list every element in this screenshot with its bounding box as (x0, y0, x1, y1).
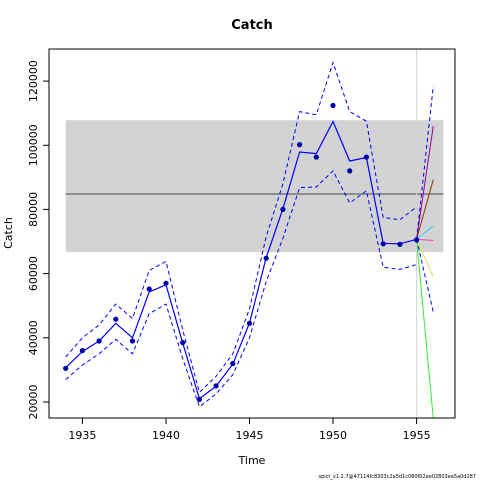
observed-point (213, 383, 219, 389)
forecast-ci-lower-line (416, 239, 434, 313)
x-tick-label: 1940 (152, 429, 180, 442)
observed-point (196, 396, 202, 402)
x-axis-label: Time (238, 454, 266, 467)
estimate-line (65, 120, 417, 400)
forecast-scenarios (416, 125, 434, 418)
y-tick-label: 120000 (27, 60, 40, 102)
observed-point (414, 237, 420, 243)
ci-upper-line (65, 60, 417, 394)
observed-point (113, 316, 119, 322)
observed-point (297, 142, 303, 148)
chart-title: Catch (231, 18, 273, 33)
forecast-scenario-line-5 (416, 239, 434, 278)
observed-point (347, 168, 353, 174)
observed-point (363, 154, 369, 160)
forecast-scenario-line-4 (416, 238, 434, 242)
forecast-ci-upper-line (416, 85, 434, 240)
y-tick-label: 100000 (27, 124, 40, 166)
forecast-scenario-line-2 (416, 179, 434, 240)
observed-point (330, 102, 336, 109)
observed-point (313, 154, 319, 160)
observed-point (246, 320, 253, 326)
observed-point (280, 206, 286, 212)
ci-lower-line (65, 170, 417, 408)
observed-point (79, 348, 85, 354)
forecast-scenario-line-3 (416, 225, 434, 240)
observed-point (163, 280, 169, 286)
msy-band (65, 120, 444, 253)
observed-point (180, 340, 186, 346)
y-tick-label: 60000 (27, 256, 40, 291)
x-tick-label: 1945 (236, 429, 264, 442)
forecast-scenario-line-1 (416, 125, 434, 240)
observed-point (397, 241, 403, 247)
observed-point (380, 241, 386, 247)
x-tick-label: 1955 (403, 429, 431, 442)
x-tick-label: 1935 (68, 429, 96, 442)
observed-point (63, 365, 69, 371)
observed-point (146, 286, 152, 292)
observed-point (129, 338, 136, 344)
observed-point (96, 338, 102, 344)
observed-point (230, 360, 236, 367)
y-tick-label: 80000 (27, 192, 40, 227)
y-axis-label: Catch (2, 217, 15, 249)
version-footnote: spict_v1.2.7@47114fc8303c2a5d1c080f02ee0… (319, 474, 477, 480)
plot-area: 1935 1940 1945 1950 1955 20000 40000 60000 80000… (27, 48, 456, 442)
plot-frame (48, 48, 456, 419)
forecast-scenario-line-6 (416, 239, 434, 418)
observed-point (263, 255, 269, 261)
x-tick-label: 1950 (319, 429, 347, 442)
y-tick-label: 40000 (27, 320, 40, 355)
y-tick-label: 20000 (27, 385, 40, 420)
